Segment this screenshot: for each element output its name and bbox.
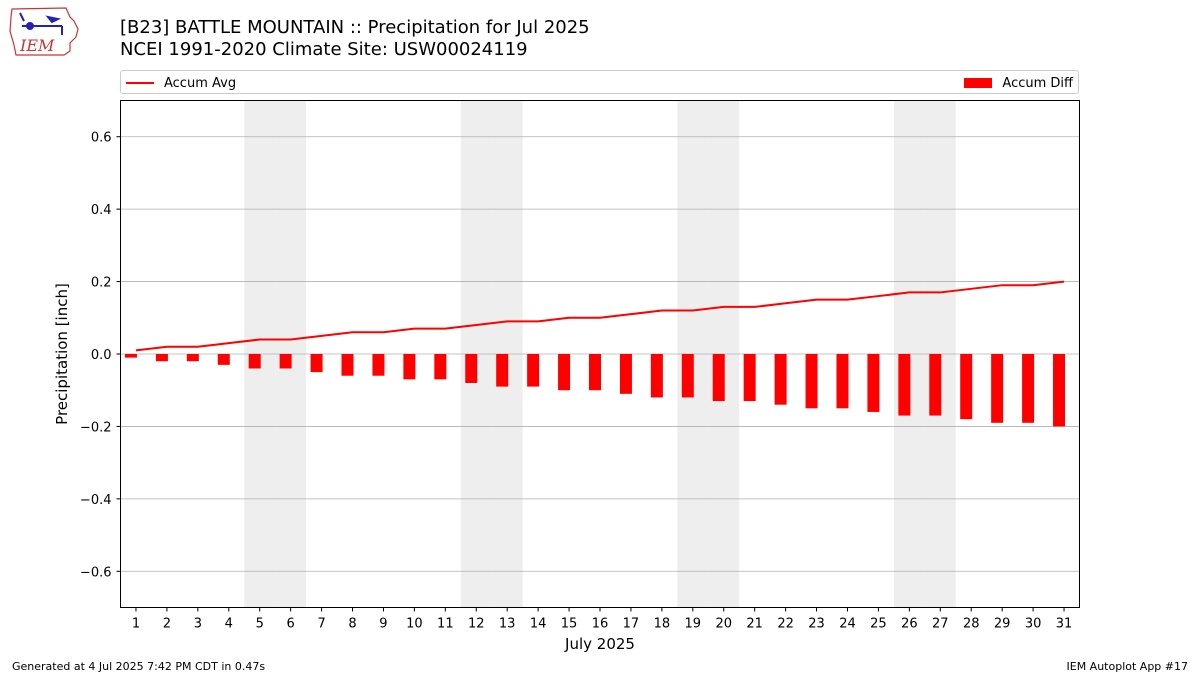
x-tick-label-23: 23 — [808, 617, 825, 632]
bar-accum-diff-day-2 — [155, 354, 168, 362]
x-tick-label-7: 7 — [317, 617, 325, 632]
bar-accum-diff-day-25 — [867, 354, 880, 412]
x-tick-label-5: 5 — [256, 617, 264, 632]
legend-label-accum-diff: Accum Diff — [1002, 75, 1073, 91]
x-tick-label-18: 18 — [654, 617, 671, 632]
x-tick-label-31: 31 — [1056, 617, 1073, 632]
bar-accum-diff-day-6 — [279, 354, 292, 369]
x-tick-label-27: 27 — [932, 617, 949, 632]
chart-subtitle: NCEI 1991-2020 Climate Site: USW00024119 — [120, 39, 528, 60]
x-tick-label-9: 9 — [379, 617, 387, 632]
bar-accum-diff-day-16 — [589, 354, 601, 391]
chart-legend: Accum Avg Accum Diff — [120, 70, 1079, 94]
y-tick-label-1: −0.4 — [80, 493, 112, 508]
line-accum-avg — [135, 280, 1065, 352]
bar-accum-diff-day-29 — [991, 354, 1004, 423]
bar-accum-diff-day-20 — [712, 354, 725, 402]
bar-accum-diff-day-27 — [929, 354, 942, 416]
x-tick-label-16: 16 — [592, 617, 609, 632]
bar-accum-diff-day-13 — [496, 354, 509, 387]
bar-accum-diff-day-19 — [681, 354, 694, 398]
x-tick-label-30: 30 — [1025, 617, 1042, 632]
bar-accum-diff-day-8 — [341, 354, 354, 376]
bar-accum-diff-day-9 — [372, 354, 385, 376]
bar-accum-diff-day-12 — [465, 354, 478, 383]
bar-accum-diff-day-18 — [650, 354, 663, 398]
x-tick-label-14: 14 — [530, 617, 547, 632]
x-tick-label-21: 21 — [746, 617, 763, 632]
y-axis-label: Precipitation [inch] — [53, 283, 71, 425]
x-tick-label-25: 25 — [870, 617, 887, 632]
y-tick-label-3: 0.0 — [91, 348, 112, 363]
y-tick-label-6: 0.6 — [91, 131, 112, 146]
bar-accum-diff-day-23 — [805, 354, 818, 409]
x-tick-label-26: 26 — [901, 617, 918, 632]
bar-accum-diff-day-7 — [310, 354, 323, 373]
bar-accum-diff-day-4 — [217, 354, 230, 365]
bar-accum-diff-day-30 — [1022, 354, 1035, 423]
bar-accum-diff-day-31 — [1053, 354, 1066, 427]
x-tick-label-20: 20 — [715, 617, 732, 632]
y-tick-label-0: −0.6 — [80, 565, 112, 580]
bar-accum-diff-day-21 — [743, 354, 756, 402]
bar-accum-diff-day-24 — [836, 354, 849, 409]
footer-generated: Generated at 4 Jul 2025 7:42 PM CDT in 0… — [12, 660, 266, 673]
iowa-outline-icon — [9, 7, 79, 56]
y-tick-label-2: −0.2 — [80, 420, 112, 435]
legend-item-accum-avg: Accum Avg — [126, 75, 236, 91]
x-tick-label-28: 28 — [963, 617, 980, 632]
iem-logo-text: IEM — [19, 36, 55, 55]
x-tick-label-3: 3 — [194, 617, 202, 632]
x-tick-label-8: 8 — [348, 617, 356, 632]
footer-app: IEM Autoplot App #17 — [1066, 660, 1189, 673]
bar-accum-diff-day-11 — [434, 354, 447, 380]
x-tick-label-22: 22 — [777, 617, 794, 632]
bar-accum-diff-day-14 — [527, 354, 540, 387]
x-tick-label-24: 24 — [839, 617, 856, 632]
x-tick-label-11: 11 — [437, 617, 454, 632]
legend-label-accum-avg: Accum Avg — [164, 75, 237, 91]
x-axis-label: July 2025 — [564, 635, 635, 653]
bar-accum-diff-day-10 — [403, 354, 416, 380]
x-tick-label-13: 13 — [499, 617, 516, 632]
weather-station-icon — [19, 12, 63, 35]
x-tick-label-2: 2 — [163, 617, 171, 632]
chart-title: [B23] BATTLE MOUNTAIN :: Precipitation f… — [120, 17, 590, 38]
bar-accum-diff-day-1 — [124, 354, 137, 358]
x-tick-label-4: 4 — [225, 617, 233, 632]
bar-accum-diff-day-17 — [619, 354, 632, 394]
bar-accum-diff-day-28 — [960, 354, 973, 420]
iem-logo: IEM — [9, 7, 79, 56]
x-tick-label-15: 15 — [561, 617, 578, 632]
x-tick-label-12: 12 — [468, 617, 485, 632]
bar-accum-diff-day-5 — [248, 354, 261, 369]
legend-bar-swatch — [964, 78, 993, 88]
x-tick-label-29: 29 — [994, 617, 1011, 632]
x-tick-label-10: 10 — [406, 617, 423, 632]
bar-accum-diff-day-22 — [774, 354, 787, 405]
bar-accum-diff-day-15 — [558, 354, 571, 391]
x-tick-label-19: 19 — [685, 617, 702, 632]
y-tick-label-4: 0.2 — [91, 276, 112, 291]
x-tick-label-1: 1 — [132, 617, 140, 632]
x-tick-label-17: 17 — [623, 617, 640, 632]
x-tick-label-6: 6 — [287, 617, 295, 632]
legend-item-accum-diff: Accum Diff — [964, 75, 1073, 91]
bar-accum-diff-day-3 — [186, 354, 199, 362]
legend-line-swatch — [126, 82, 154, 84]
bar-accum-diff-day-26 — [898, 354, 911, 416]
y-tick-label-5: 0.4 — [91, 203, 112, 218]
